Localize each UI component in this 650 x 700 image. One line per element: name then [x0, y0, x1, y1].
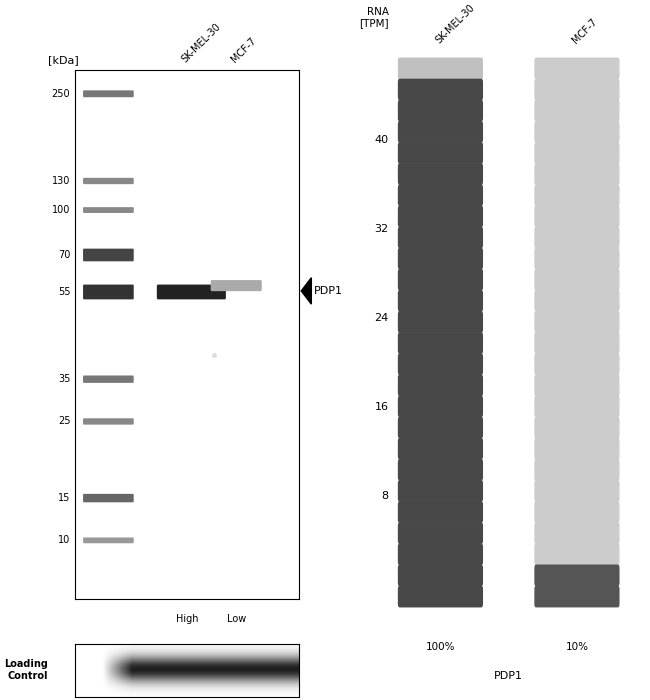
FancyBboxPatch shape	[534, 100, 619, 122]
Text: SK-MEL-30: SK-MEL-30	[434, 3, 476, 45]
FancyBboxPatch shape	[534, 269, 619, 290]
Text: 130: 130	[52, 176, 70, 186]
FancyBboxPatch shape	[534, 416, 619, 438]
FancyBboxPatch shape	[398, 248, 483, 270]
Text: Low: Low	[227, 615, 246, 624]
Text: 10%: 10%	[566, 643, 588, 652]
FancyBboxPatch shape	[398, 586, 483, 608]
FancyBboxPatch shape	[398, 543, 483, 565]
FancyBboxPatch shape	[534, 205, 619, 228]
FancyBboxPatch shape	[398, 184, 483, 206]
FancyBboxPatch shape	[398, 332, 483, 354]
Text: 250: 250	[51, 89, 70, 99]
Text: High: High	[176, 615, 198, 624]
Text: 25: 25	[58, 416, 70, 426]
Text: 35: 35	[58, 374, 70, 384]
Text: 40: 40	[374, 135, 389, 145]
FancyBboxPatch shape	[398, 227, 483, 248]
Polygon shape	[301, 278, 311, 304]
FancyBboxPatch shape	[534, 184, 619, 206]
Text: PDP1: PDP1	[494, 671, 523, 681]
FancyBboxPatch shape	[83, 248, 134, 261]
Text: 10: 10	[58, 536, 70, 545]
FancyBboxPatch shape	[157, 285, 226, 300]
FancyBboxPatch shape	[398, 142, 483, 164]
FancyBboxPatch shape	[83, 207, 134, 213]
Text: 32: 32	[374, 224, 389, 234]
FancyBboxPatch shape	[83, 419, 134, 425]
FancyBboxPatch shape	[398, 459, 483, 481]
Text: 24: 24	[374, 313, 389, 323]
Text: 15: 15	[58, 493, 70, 503]
FancyBboxPatch shape	[398, 501, 483, 523]
FancyBboxPatch shape	[398, 438, 483, 460]
FancyBboxPatch shape	[534, 522, 619, 544]
Text: 70: 70	[58, 250, 70, 260]
FancyBboxPatch shape	[398, 374, 483, 396]
FancyBboxPatch shape	[398, 564, 483, 587]
Text: 100: 100	[52, 205, 70, 215]
Text: 55: 55	[58, 287, 70, 297]
Text: 16: 16	[374, 402, 389, 412]
FancyBboxPatch shape	[398, 311, 483, 332]
FancyBboxPatch shape	[398, 416, 483, 438]
FancyBboxPatch shape	[398, 522, 483, 544]
FancyBboxPatch shape	[83, 90, 134, 97]
FancyBboxPatch shape	[534, 227, 619, 248]
FancyBboxPatch shape	[534, 480, 619, 502]
FancyBboxPatch shape	[398, 78, 483, 101]
FancyBboxPatch shape	[534, 142, 619, 164]
FancyBboxPatch shape	[534, 354, 619, 375]
FancyBboxPatch shape	[534, 78, 619, 101]
FancyBboxPatch shape	[534, 163, 619, 185]
Text: Loading
Control: Loading Control	[4, 659, 48, 681]
FancyBboxPatch shape	[534, 290, 619, 312]
FancyBboxPatch shape	[398, 290, 483, 312]
FancyBboxPatch shape	[398, 480, 483, 502]
FancyBboxPatch shape	[534, 311, 619, 332]
FancyBboxPatch shape	[83, 285, 134, 300]
Text: MCF-7: MCF-7	[229, 36, 258, 64]
Text: PDP1: PDP1	[313, 286, 343, 296]
FancyBboxPatch shape	[398, 57, 483, 79]
FancyBboxPatch shape	[398, 395, 483, 417]
FancyBboxPatch shape	[534, 501, 619, 523]
FancyBboxPatch shape	[211, 280, 262, 291]
FancyBboxPatch shape	[398, 354, 483, 375]
FancyBboxPatch shape	[534, 57, 619, 79]
FancyBboxPatch shape	[83, 375, 134, 383]
FancyBboxPatch shape	[398, 269, 483, 290]
Text: 100%: 100%	[426, 643, 455, 652]
FancyBboxPatch shape	[534, 586, 619, 608]
FancyBboxPatch shape	[534, 543, 619, 565]
FancyBboxPatch shape	[83, 494, 134, 503]
FancyBboxPatch shape	[534, 248, 619, 270]
Text: SK-MEL-30: SK-MEL-30	[180, 22, 223, 64]
FancyBboxPatch shape	[534, 438, 619, 460]
Text: MCF-7: MCF-7	[570, 17, 599, 46]
FancyBboxPatch shape	[398, 121, 483, 143]
Text: 8: 8	[382, 491, 389, 501]
FancyBboxPatch shape	[534, 459, 619, 481]
FancyBboxPatch shape	[83, 538, 134, 543]
FancyBboxPatch shape	[398, 205, 483, 228]
FancyBboxPatch shape	[534, 121, 619, 143]
FancyBboxPatch shape	[534, 332, 619, 354]
FancyBboxPatch shape	[83, 178, 134, 184]
FancyBboxPatch shape	[534, 374, 619, 396]
Text: RNA
[TPM]: RNA [TPM]	[359, 7, 389, 28]
FancyBboxPatch shape	[534, 395, 619, 417]
FancyBboxPatch shape	[534, 564, 619, 587]
FancyBboxPatch shape	[398, 100, 483, 122]
Text: [kDa]: [kDa]	[48, 55, 79, 64]
FancyBboxPatch shape	[398, 163, 483, 185]
